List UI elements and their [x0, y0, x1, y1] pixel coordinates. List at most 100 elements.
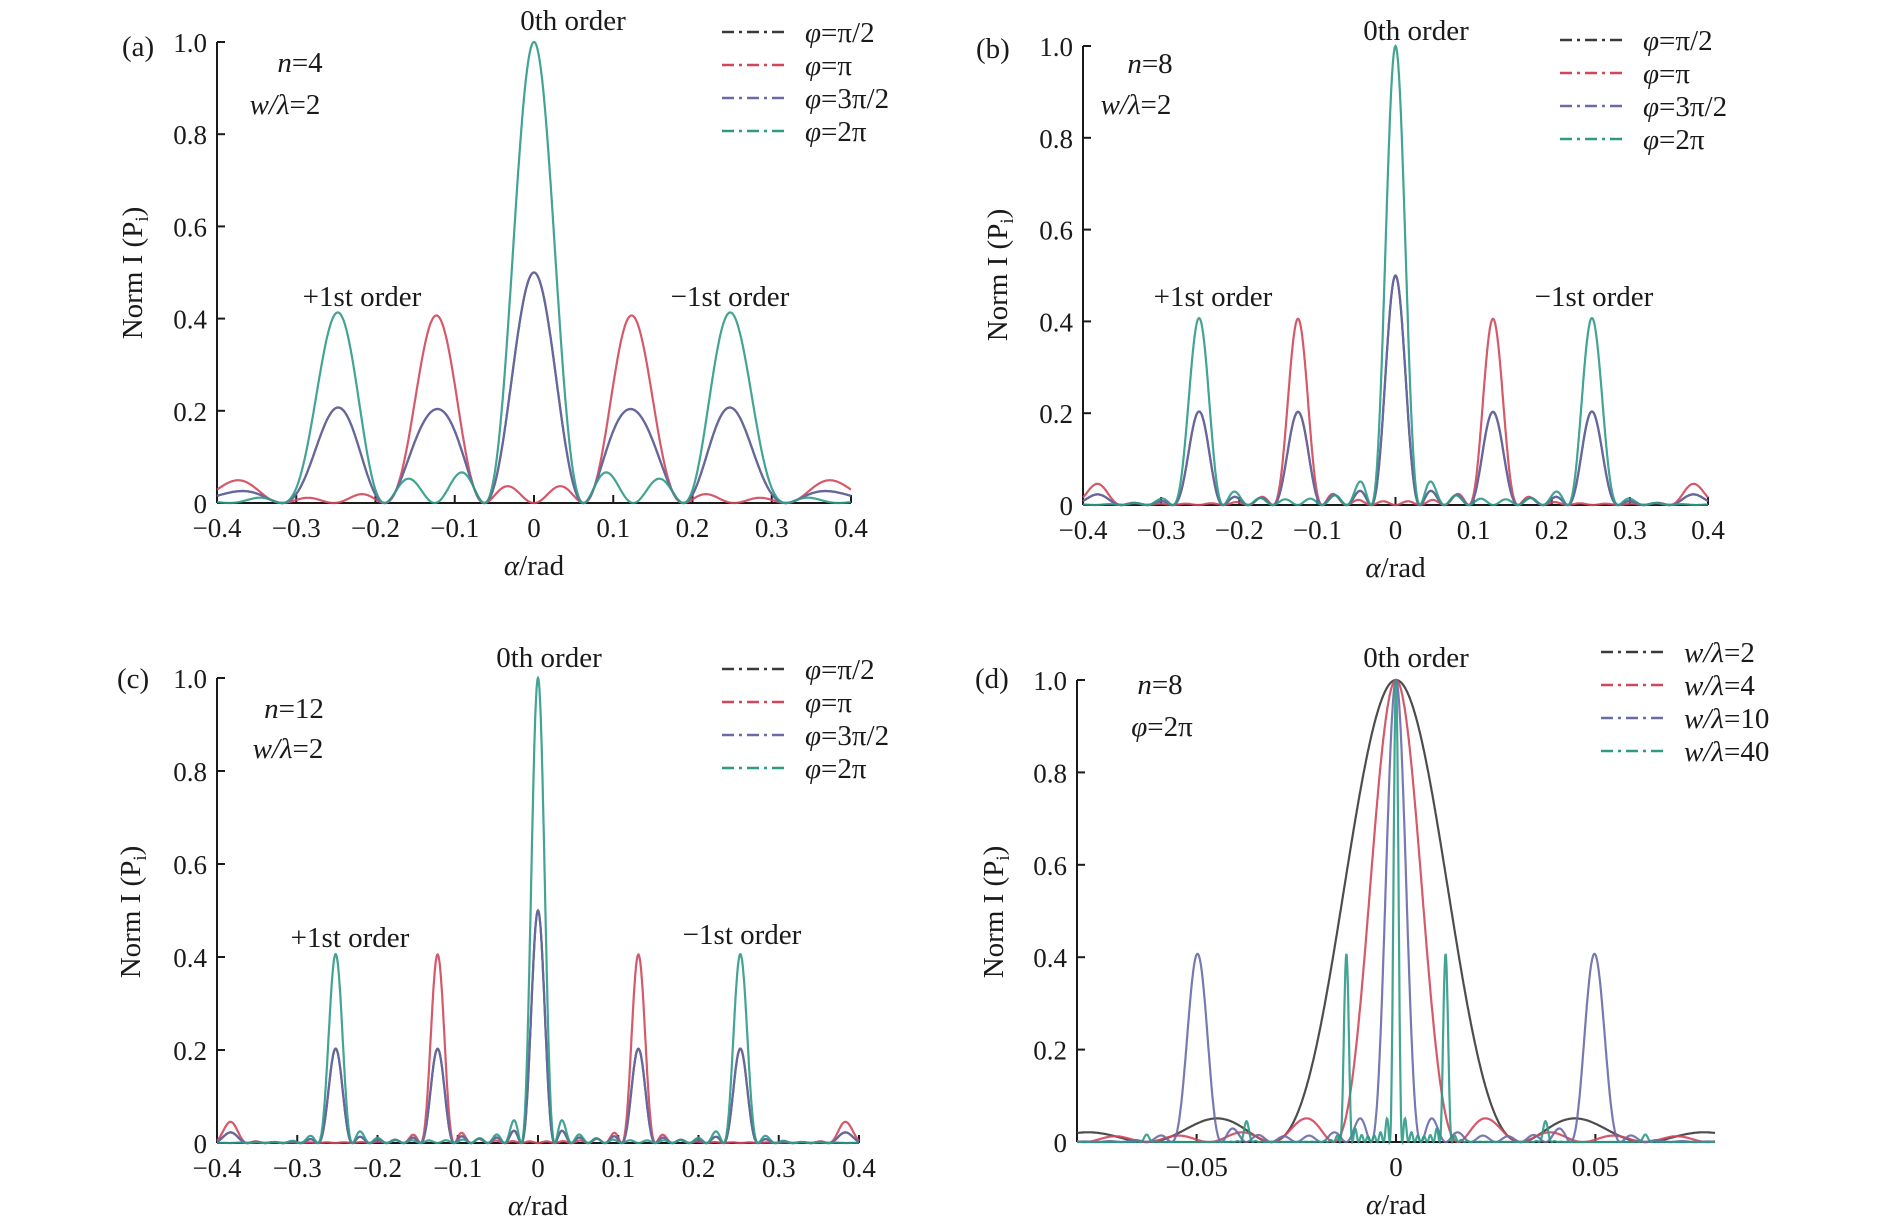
x-axis-label: α/rad — [1365, 552, 1426, 584]
y-tick-label: 0 — [194, 1129, 208, 1159]
y-tick-label: 0.6 — [173, 850, 207, 880]
y-tick-label: 0.6 — [173, 212, 207, 242]
x-tick-label: 0 — [531, 1153, 545, 1183]
x-tick-label: 0.1 — [1457, 515, 1491, 545]
x-tick-label: 0.1 — [601, 1153, 635, 1183]
series-line — [217, 675, 859, 1145]
legend-label: φ=π/2 — [805, 17, 875, 49]
legend-label: φ=π/2 — [1643, 25, 1713, 57]
x-axis-label: α/rad — [504, 550, 565, 582]
parameter-label: w/λ=2 — [1101, 89, 1172, 121]
legend-label: φ=π — [1643, 58, 1690, 90]
order-annotation: −1st order — [683, 919, 802, 951]
legend-label: φ=3π/2 — [805, 720, 889, 752]
order-annotation: 0th order — [1363, 642, 1469, 674]
y-tick-label: 0.8 — [1039, 124, 1073, 154]
x-axis-label: α/rad — [1366, 1189, 1427, 1221]
chart-panel-2: −0.4 −0.3 −0.2 −0.1 0 0.1 0.2 0.3 0.4 0 0.2 0.4 0.6 0… — [976, 15, 1727, 584]
x-tick-label: −0.1 — [430, 513, 479, 543]
panel-letter: (a) — [122, 31, 154, 63]
order-annotation: −1st order — [671, 281, 790, 313]
order-annotation: 0th order — [520, 5, 626, 37]
panel-letter: (c) — [117, 663, 149, 695]
x-tick-label: −0.1 — [1293, 515, 1342, 545]
x-tick-label: 0.2 — [1535, 515, 1569, 545]
y-tick-label: 0.2 — [173, 1036, 207, 1066]
x-tick-label: 0.3 — [755, 513, 789, 543]
x-tick-label: 0 — [1389, 1152, 1403, 1182]
parameter-label: n=4 — [277, 47, 323, 79]
order-annotation: 0th order — [496, 642, 602, 674]
series-line — [1076, 678, 1716, 1144]
x-tick-label: 0.3 — [1613, 515, 1647, 545]
parameter-label: n=8 — [1127, 48, 1172, 80]
chart-panel-3: −0.4 −0.3 −0.2 −0.1 0 0.1 0.2 0.3 0.4 0 0.2 0.4 0.6 0… — [115, 642, 889, 1222]
parameter-label: n=8 — [1137, 669, 1182, 701]
y-tick-label: 1.0 — [1039, 32, 1073, 62]
order-annotation: −1st order — [1535, 281, 1654, 313]
x-tick-label: −0.4 — [193, 1153, 242, 1183]
x-tick-label: 0.3 — [762, 1153, 796, 1183]
y-tick-label: 0.8 — [173, 120, 207, 150]
x-tick-label: 0 — [1389, 515, 1403, 545]
y-tick-label: 0.8 — [173, 757, 207, 787]
x-tick-label: −0.2 — [351, 513, 400, 543]
series-line — [1083, 44, 1708, 507]
y-tick-label: 0 — [194, 489, 208, 519]
y-tick-label: 0.2 — [173, 397, 207, 427]
series-line — [1082, 317, 1709, 507]
legend-label: φ=2π — [805, 116, 867, 148]
legend-label: w/λ=40 — [1684, 736, 1769, 768]
x-tick-label: 0.2 — [676, 513, 710, 543]
legend-label: w/λ=2 — [1684, 637, 1755, 669]
y-axis-label: Norm I (Pi) — [978, 846, 1014, 979]
series-line — [216, 271, 852, 505]
x-tick-label: −0.4 — [193, 513, 242, 543]
order-annotation: +1st order — [303, 281, 422, 313]
x-tick-label: 0.4 — [1691, 515, 1725, 545]
legend-label: φ=π — [805, 687, 852, 719]
x-tick-label: −0.2 — [353, 1153, 402, 1183]
series-line — [216, 314, 852, 505]
order-annotation: 0th order — [1363, 15, 1469, 47]
y-tick-label: 0 — [1054, 1128, 1068, 1158]
y-axis-label: Norm I (Pi) — [982, 209, 1018, 342]
x-tick-label: 0.05 — [1572, 1152, 1619, 1182]
y-axis-label: Norm I (Pi) — [115, 846, 151, 979]
y-tick-label: 0.6 — [1033, 851, 1067, 881]
y-tick-label: 1.0 — [173, 28, 207, 58]
x-tick-label: 0.4 — [834, 513, 868, 543]
chart-panel-4: −0.05 0 0.05 0 0.2 0.4 0.6 0.8 1.0 α/rad Norm I (P… — [975, 637, 1769, 1221]
y-axis-label: Norm I (Pi) — [117, 207, 153, 340]
legend-label: φ=π — [805, 50, 852, 82]
series-line — [216, 40, 852, 505]
x-tick-label: −0.2 — [1215, 515, 1264, 545]
parameter-label: φ=2π — [1131, 711, 1193, 743]
y-tick-label: 1.0 — [173, 664, 207, 694]
order-annotation: +1st order — [1154, 281, 1273, 313]
series-line — [1076, 678, 1716, 1144]
x-tick-label: −0.3 — [273, 1153, 322, 1183]
series-line — [1082, 274, 1709, 507]
order-annotation: +1st order — [291, 922, 410, 954]
parameter-label: n=12 — [264, 693, 324, 725]
legend-label: φ=2π — [805, 753, 867, 785]
y-tick-label: 0.2 — [1039, 399, 1073, 429]
legend-label: φ=3π/2 — [1643, 91, 1727, 123]
y-tick-label: 0.4 — [173, 305, 207, 335]
y-tick-label: 0 — [1060, 491, 1074, 521]
x-tick-label: 0.2 — [682, 1153, 716, 1183]
x-tick-label: −0.3 — [1137, 515, 1186, 545]
x-tick-label: −0.3 — [272, 513, 321, 543]
y-tick-label: 0.4 — [1039, 307, 1073, 337]
x-tick-label: −0.05 — [1165, 1152, 1227, 1182]
parameter-label: w/λ=2 — [253, 733, 324, 765]
y-tick-label: 0.4 — [1033, 943, 1067, 973]
y-tick-label: 0.4 — [173, 943, 207, 973]
x-tick-label: 0 — [527, 513, 541, 543]
x-tick-label: −0.4 — [1059, 515, 1108, 545]
y-tick-label: 1.0 — [1033, 666, 1067, 696]
legend-label: φ=π/2 — [805, 654, 875, 686]
series-line — [216, 908, 860, 1145]
